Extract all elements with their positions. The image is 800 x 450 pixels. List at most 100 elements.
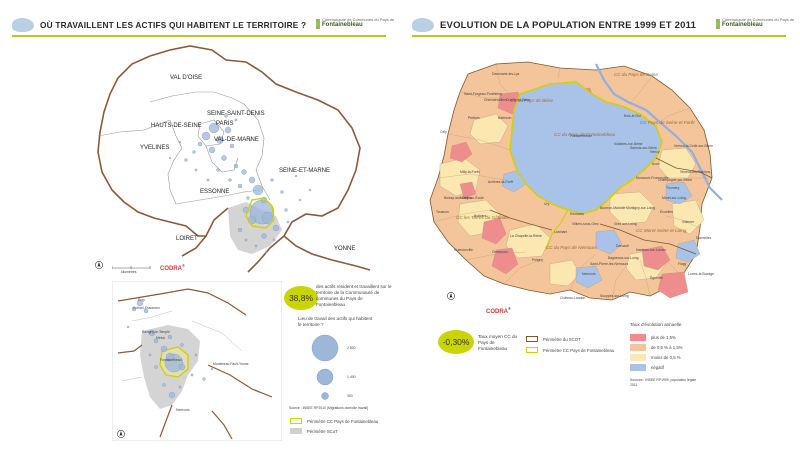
cc-label: CC du Pays de Nemours [546, 245, 597, 250]
commune-label: Fontainebleau [570, 134, 592, 138]
region-label: SEINE-SAINT-DENIS [207, 111, 265, 117]
inset-place-label: Fontainebleau [160, 358, 182, 362]
commune-label: Avon [652, 162, 660, 166]
commune-label: Larchant [554, 230, 568, 234]
cc-label: CC les Terres du Gâtinais [456, 215, 509, 220]
commune-label: Dormelles [696, 236, 712, 240]
idf-boundary [97, 45, 371, 273]
commune-label: Barbizon [498, 116, 512, 120]
commune-label: Villemer [682, 220, 695, 224]
rate-legend-item: moins de 0,5 % [630, 354, 681, 361]
logo-mark-icon [316, 19, 320, 29]
commune-label: Thomery [666, 186, 680, 190]
commune-label: Tousson [436, 210, 449, 214]
inset-place-label: Montereau-Fault-Yonne [213, 362, 249, 366]
legend-swatch [526, 336, 538, 342]
left-source: Source : INSEE RP2010 (Migrations domici… [289, 406, 369, 410]
commune-label: Saint-Pierre-lès-Nemours [590, 262, 629, 266]
legend-swatch [290, 418, 302, 424]
region-label: LOIRET [176, 236, 198, 242]
region-label: VAL D'OISE [170, 75, 203, 81]
commune-borders [433, 63, 712, 301]
commune-label: Milly-la-Forêt [460, 170, 480, 174]
commune-label: Écuelles [660, 210, 673, 214]
legend-swatch [630, 344, 646, 351]
legend-ccpf-perimeter: Périmètre CC Pays de Fontainebleau [526, 347, 614, 353]
region-label: YVELINES [140, 145, 170, 151]
legend-scot-perimeter: Périmètre du SCOT [526, 336, 581, 342]
commune-label: Bourron-Marlotte [600, 206, 626, 210]
commute-bubbles [168, 114, 312, 254]
commune-label: Château-Landon [560, 296, 586, 300]
rate-legend-title: Taux d'évolution annuelle [630, 322, 682, 327]
commune-label: Boissy-aux-Cailles [444, 196, 472, 200]
commune-label: Cély [440, 130, 447, 134]
commune-label: Samois-sur-Seine [630, 146, 657, 150]
legend-swatch [630, 354, 646, 361]
commune-label: Achères-la-Forêt [488, 180, 514, 184]
right-source: Sources : INSEE RP1999, population légal… [630, 378, 697, 387]
cc-borders [489, 157, 713, 255]
commune-label: Noisy-sur-École [460, 196, 484, 200]
commune-label: Poligny [532, 258, 544, 262]
region-label: PARIS [216, 121, 234, 127]
idf-commute-map [97, 45, 371, 273]
left-logo: Communauté de Communes du Pays de Fontai… [316, 17, 394, 29]
legend-swatch [630, 364, 646, 371]
commune-label: Chevrainvilliers [484, 98, 507, 102]
rate-legend-item: plus de 1,5% [630, 334, 676, 341]
bubble-legend-value: 300 [347, 394, 353, 398]
commune-label: Lorrez-le-Bocage [688, 272, 715, 276]
commune-label: Chailly-en-Bière [506, 98, 531, 102]
title-bullet-icon [12, 18, 34, 32]
commune-label: Ormesson [492, 250, 508, 254]
header-rule [12, 35, 386, 37]
commune-label: Montigny-sur-Loing [626, 206, 656, 210]
cc-label: CC du Pays de Bière [510, 98, 553, 103]
stat-badge: 38,8% [284, 286, 318, 310]
commune-label: Bagneaux-sur-Loing [608, 256, 639, 260]
cc-label: CC du Pays de Seine [614, 72, 658, 77]
idf-boundary [117, 288, 273, 440]
commune-label: Moret-sur-Loing [662, 196, 686, 200]
scale-bar [112, 266, 151, 269]
commune-label: Vernou-la-Celle-sur-Seine [674, 144, 714, 148]
population-change-map [429, 61, 723, 301]
commune-label: La Chapelle-la-Reine [510, 234, 542, 238]
legend-scot: Périmètre SCoT [290, 428, 338, 434]
seine-river [595, 63, 723, 201]
north-arrow-icon [95, 261, 103, 269]
inset-place-label: Savigny-le-Temple [142, 330, 170, 334]
ccpf-perimeter [245, 197, 275, 229]
commune-label: Moncourt-Fromonville [636, 176, 669, 180]
cc-label: CC Moret Seine et Loing [636, 228, 687, 233]
right-logo: Communauté de Communes du Pays de Fontai… [716, 17, 794, 29]
scale-label: kilomètres [121, 270, 137, 274]
commune-label: Nanteau-sur-Lunain [636, 248, 666, 252]
title-bullet-icon [412, 18, 434, 32]
region-label: VAL-DE-MARNE [214, 137, 259, 143]
bubble-legend-value: 2 800 [347, 346, 356, 350]
legend-ccpf: Périmètre CC Pays de Fontainebleau [290, 418, 378, 424]
legend-swatch [290, 428, 302, 434]
cc-label: CC du Pays de Fontainebleau [554, 132, 616, 137]
commune-label: Champagne-sur-Seine [658, 178, 693, 182]
stat-badge: -0,30% [438, 330, 474, 354]
rate-legend-item: de 0,5 % à 1,5% [630, 344, 683, 351]
bubble-legend-value: 1 400 [347, 375, 356, 379]
commune-label: Veneux-les-Sablons [680, 170, 711, 174]
codra-logo: CODRA® [486, 306, 511, 315]
inset-place-label: Nemours [176, 408, 190, 412]
codra-logo: CODRA® [160, 263, 185, 272]
commune-label: Guercheville [454, 248, 473, 252]
header-rule [412, 35, 786, 37]
commune-label: Grez-sur-Loing [614, 222, 637, 226]
commune-label: Héricy [650, 150, 660, 154]
right-header: EVOLUTION DE LA POPULATION ENTRE 1999 ET… [400, 17, 800, 40]
commune-label: Bois-le-Roi [624, 114, 641, 118]
commune-label: Perthes [468, 116, 480, 120]
commune-label: Dammarie-les-Lys [492, 72, 520, 76]
right-panel: EVOLUTION DE LA POPULATION ENTRE 1999 ET… [400, 0, 800, 450]
legend-swatch [526, 347, 538, 353]
commune-label: Nemours [582, 272, 596, 276]
